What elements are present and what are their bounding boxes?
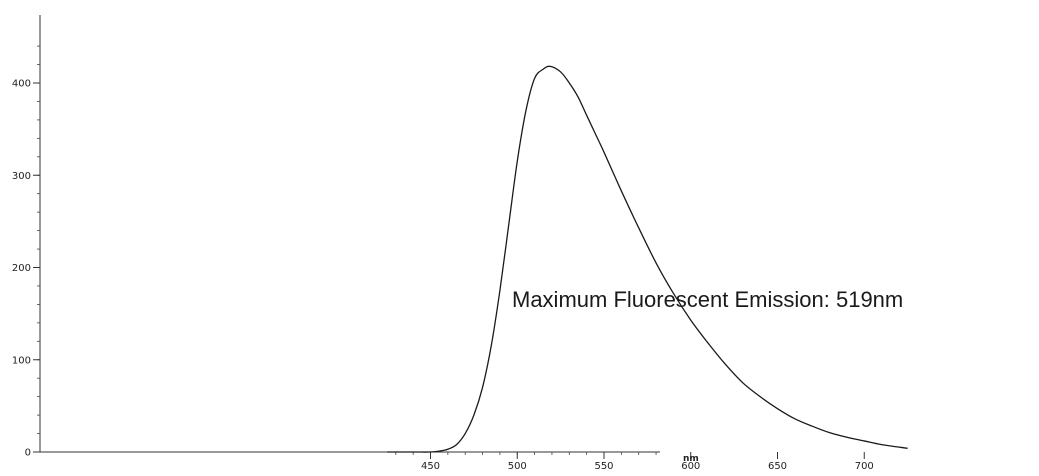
- emission-curve-line: [387, 65, 908, 453]
- y-tick-label: 100: [12, 355, 31, 366]
- x-tick-label: 650: [768, 461, 787, 472]
- series-layer: [387, 65, 908, 453]
- y-tick-label: 0: [25, 448, 31, 459]
- x-major-ticks: 450 500 550 600 650 700: [421, 452, 874, 472]
- y-major-ticks: 0 100 200 300 400: [12, 79, 40, 459]
- max-emission-annotation: Maximum Fluorescent Emission: 519nm: [512, 287, 903, 312]
- x-axis-unit-label: nm: [683, 454, 699, 464]
- x-minor-ticks: [395, 452, 657, 455]
- y-tick-label: 300: [12, 171, 31, 182]
- x-tick-label: 500: [508, 461, 527, 472]
- y-tick-label: 400: [12, 79, 31, 90]
- axes: 450 500 550 600 650 700 0 100 200 300 400: [12, 15, 874, 472]
- x-tick-label: 700: [855, 461, 874, 472]
- y-tick-label: 200: [12, 263, 31, 274]
- x-tick-label: 450: [421, 461, 440, 472]
- x-tick-label: 550: [594, 461, 613, 472]
- x-tick-label: 600: [681, 461, 700, 472]
